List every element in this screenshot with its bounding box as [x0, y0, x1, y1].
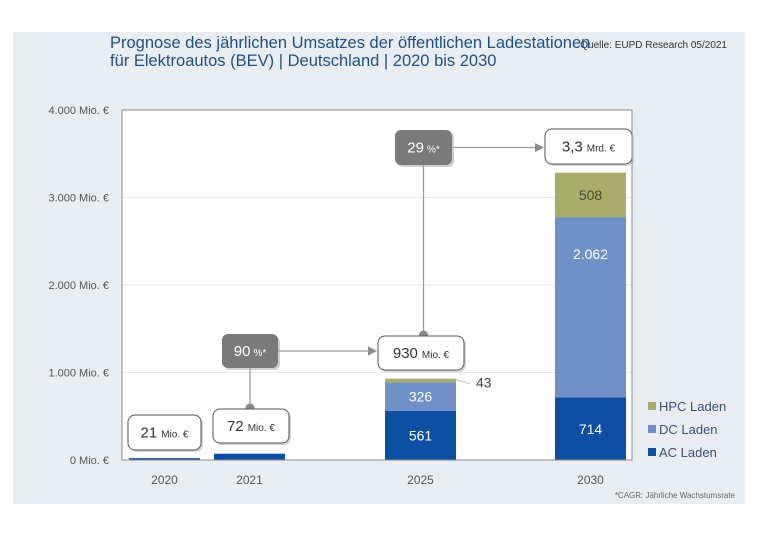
total-callout-box — [127, 414, 202, 451]
total-callout-text: 3,3 Mrd. € — [562, 139, 616, 156]
total-unit: Mio. € — [422, 350, 450, 361]
label-leader-line — [455, 379, 471, 385]
cagr-text: 29 %* — [407, 140, 440, 157]
y-tick-label: 4.000 Mio. € — [48, 105, 109, 117]
cagr-unit: %* — [427, 145, 440, 156]
total-unit: Mio. € — [161, 430, 189, 441]
chart-title-line2: für Elektroautos (BEV) | Deutschland | 2… — [110, 52, 497, 70]
hpc-2025-label: 43 — [476, 375, 492, 391]
cagr-box — [222, 334, 278, 368]
bar-hpc-2030 — [555, 172, 626, 218]
chart-title-line1: Prognose des jährlichen Umsatzes der öff… — [110, 34, 591, 52]
arrow-head-icon — [368, 346, 377, 356]
footnote: *CAGR: Jährliche Wachstumsrate — [614, 491, 735, 500]
legend-swatch-ac — [648, 448, 656, 456]
source-note: Quelle: EUPD Research 05/2021 — [580, 40, 727, 51]
x-tick-label: 2030 — [577, 473, 604, 487]
total-value: 3,3 — [562, 139, 583, 156]
x-tick-label: 2020 — [151, 473, 178, 487]
legend-label: HPC Laden — [659, 399, 726, 414]
bar-hpc-2025 — [385, 378, 456, 383]
bar-dc-2025 — [385, 382, 456, 411]
segment-label: 714 — [579, 421, 603, 437]
y-tick-label: 1.000 Mio. € — [48, 368, 109, 380]
total-value: 72 — [227, 418, 244, 435]
cagr-text: 90 %* — [234, 343, 267, 360]
segment-label: 2.062 — [573, 246, 608, 262]
segment-label: 561 — [409, 427, 433, 443]
total-value: 930 — [393, 345, 418, 362]
bar-ac-2020 — [129, 458, 200, 460]
cagr-box — [395, 130, 452, 165]
total-value: 21 — [141, 425, 158, 442]
y-tick-label: 3.000 Mio. € — [48, 193, 109, 205]
bar-ac-2025 — [385, 410, 456, 460]
x-tick-label: 2025 — [407, 473, 434, 487]
total-callout-text: 930 Mio. € — [393, 345, 450, 362]
segment-label: 508 — [579, 187, 603, 203]
arrow-head-icon — [535, 143, 544, 152]
bar-ac-2030 — [555, 397, 626, 460]
total-callout-text: 72 Mio. € — [227, 418, 275, 435]
legend-label: DC Laden — [659, 422, 718, 437]
chart-title: Prognose des jährlichen Umsatzes der öff… — [110, 34, 590, 70]
legend-swatch-dc — [648, 425, 656, 433]
legend-label: AC Laden — [659, 445, 717, 460]
legend-swatch-hpc — [648, 402, 656, 410]
total-callout-box — [377, 335, 465, 371]
bar-ac-2021 — [214, 453, 285, 460]
bar-dc-2030 — [555, 217, 626, 398]
total-callout-text: 21 Mio. € — [141, 425, 189, 442]
plot-frame — [121, 109, 633, 461]
total-unit: Mrd. € — [587, 144, 616, 155]
total-callout-box — [212, 408, 290, 444]
total-unit: Mio. € — [248, 423, 276, 434]
cagr-value: 29 — [407, 140, 424, 157]
cagr-unit: %* — [253, 348, 266, 359]
y-tick-label: 0 Mio. € — [70, 455, 109, 467]
segment-label: 326 — [409, 389, 433, 405]
cagr-value: 90 — [234, 343, 251, 360]
y-tick-label: 2.000 Mio. € — [48, 280, 109, 292]
x-tick-label: 2021 — [236, 473, 263, 487]
